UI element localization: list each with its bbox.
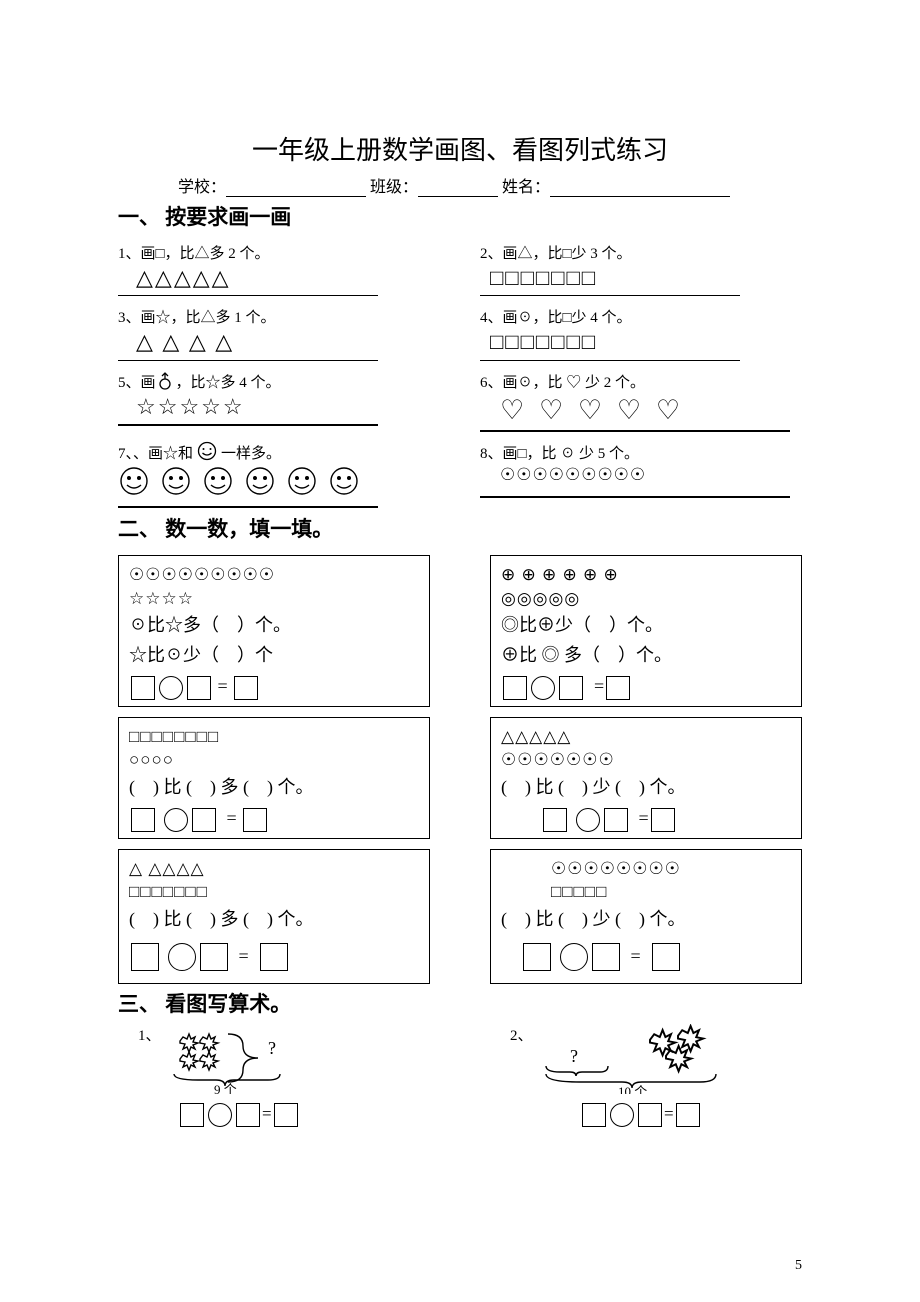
box-D: △△△△△ ☉☉☉☉☉☉☉ ( ) 比 ( ) 少 ( ) 个。 = — [490, 717, 802, 839]
box-F: ☉☉☉☉☉☉☉☉ □□□□□ ( ) 比 ( ) 少 ( ) 个。 = — [490, 849, 802, 985]
school-label: 学校： — [178, 179, 226, 196]
q6-shapes: ♡ ♡ ♡ ♡ ♡ — [480, 394, 802, 426]
q4-shapes: □□□□□□□ — [480, 329, 802, 355]
class-label: 班级： — [370, 179, 418, 196]
q8-answer-line — [480, 496, 790, 499]
q4: 4、画☉，比□少 4 个。 — [480, 305, 802, 329]
q7-answer-line — [118, 506, 378, 509]
section2-heading: 二、 数一数，填一填。 — [118, 513, 802, 543]
svg-text:10 个: 10 个 — [618, 1084, 647, 1094]
person-icon — [159, 372, 171, 390]
q5: 5、画 ，比☆多 4 个。 — [118, 370, 440, 394]
section3-heading: 三、 看图写算术。 — [118, 988, 802, 1018]
page-title: 一年级上册数学画图、看图列式练习 — [118, 130, 802, 167]
q8-shapes: ☉☉☉☉☉☉☉☉☉ — [480, 465, 802, 485]
q5-answer-line — [118, 424, 378, 427]
q1-shapes: △△△△△ — [118, 265, 440, 291]
box-C: □□□□□□□□ ○○○○ ( ) 比 ( ) 多 ( ) 个。 = — [118, 717, 430, 839]
q2-shapes: □□□□□□□ — [480, 265, 802, 291]
q5-shapes: ☆☆☆☆☆ — [118, 394, 440, 420]
q1: 1、画□，比△多 2 个。 — [118, 241, 440, 265]
svg-text:9 个: 9 个 — [214, 1082, 237, 1094]
q3-shapes: △ △ △ △ — [118, 329, 440, 355]
q7-smiley-row — [118, 465, 378, 497]
q8: 8、画□，比 ☉ 少 5 个。 — [480, 441, 802, 465]
box-A: ☉☉☉☉☉☉☉☉☉ ☆☆☆☆ ☉比☆多（ ）个。 ☆比☉少（ ）个 = — [118, 555, 430, 707]
s3-q2: 2、 ? 10 个 = — [480, 1024, 802, 1127]
q6: 6、画☉，比 ♡ 少 2 个。 — [480, 370, 802, 394]
svg-text:?: ? — [570, 1046, 578, 1066]
s3-q1: 1、 ? 9 个 = — [118, 1024, 440, 1127]
smiley-icon — [197, 441, 217, 461]
q7: 7、、画☆和 一样多。 — [118, 441, 440, 465]
q2: 2、画△，比□少 3 个。 — [480, 241, 802, 265]
meta-line: 学校： 班级： 姓名： — [118, 173, 802, 197]
box-B: ⊕ ⊕ ⊕ ⊕ ⊕ ⊕ ◎◎◎◎◎ ◎比⊕少（ ）个。 ⊕比 ◎ 多（ ）个。 … — [490, 555, 802, 707]
name-label: 姓名： — [502, 179, 550, 196]
svg-text:?: ? — [268, 1038, 276, 1058]
section1-heading: 一、 按要求画一画 — [118, 201, 802, 231]
q3: 3、画☆，比△多 1 个。 — [118, 305, 440, 329]
box-E: △ △△△△ □□□□□□□ ( ) 比 ( ) 多 ( ) 个。 = — [118, 849, 430, 985]
page-number: 5 — [795, 1258, 802, 1274]
